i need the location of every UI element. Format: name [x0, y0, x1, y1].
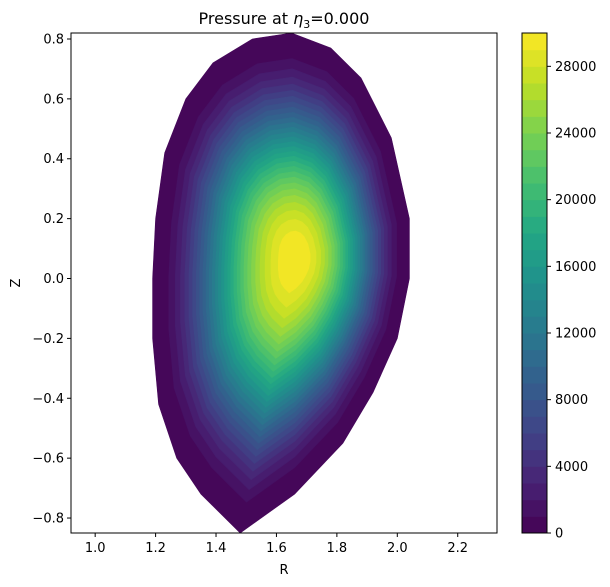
colorbar-swatch-29: [522, 33, 547, 51]
colorbar-swatch-27: [522, 66, 547, 84]
colorbar-tick-label: 16000: [555, 260, 596, 275]
y-tick-label: 0.6: [43, 92, 64, 107]
colorbar-swatch-21: [522, 166, 547, 184]
colorbar: [522, 33, 547, 534]
colorbar-frame: [521, 32, 548, 534]
colorbar-swatch-5: [522, 433, 547, 451]
colorbar-tick-label: 24000: [555, 127, 596, 142]
colorbar-swatch-7: [522, 399, 547, 417]
colorbar-swatch-22: [522, 149, 547, 167]
colorbar-tick-label: 20000: [555, 193, 596, 208]
colorbar-tick-label: 28000: [555, 60, 596, 75]
colorbar-swatch-4: [522, 449, 547, 467]
colorbar-swatch-28: [522, 49, 547, 67]
x-tick-label: 1.2: [145, 541, 166, 556]
x-axis-label: R: [279, 563, 288, 578]
colorbar-swatch-13: [522, 299, 547, 317]
colorbar-tick-label: 8000: [555, 393, 588, 408]
colorbar-swatch-20: [522, 183, 547, 201]
colorbar-swatch-8: [522, 383, 547, 401]
y-tick-label: 0.0: [43, 272, 64, 287]
colorbar-tick-label: 4000: [555, 460, 588, 475]
contour-plot-area: [152, 32, 410, 534]
x-tick-label: 1.4: [206, 541, 227, 556]
colorbar-swatch-11: [522, 333, 547, 351]
colorbar-ticks: 0 4000 8000 12000 16000 20000 24000 28000: [547, 60, 596, 542]
colorbar-swatch-10: [522, 349, 547, 367]
x-tick-label: 2.2: [447, 541, 468, 556]
plot-frame: [70, 32, 498, 534]
y-tick-label: 0.4: [43, 152, 64, 167]
colorbar-swatch-19: [522, 199, 547, 217]
y-tick-label: −0.4: [32, 392, 64, 407]
chart-title: Pressure at η3=0.000: [199, 9, 370, 31]
colorbar-swatch-9: [522, 366, 547, 384]
y-axis-label: Z: [9, 278, 24, 287]
colorbar-swatch-0: [522, 516, 547, 534]
colorbar-swatch-15: [522, 266, 547, 284]
y-tick-label: 0.2: [43, 212, 64, 227]
colorbar-swatch-17: [522, 233, 547, 251]
contour-band-29: [277, 230, 311, 294]
colorbar-swatch-14: [522, 283, 547, 301]
colorbar-swatch-2: [522, 483, 547, 501]
x-axis-ticks: 1.0 1.2 1.4 1.6 1.8 2.0 2.2: [85, 533, 468, 556]
colorbar-swatch-1: [522, 499, 547, 517]
colorbar-swatch-18: [522, 216, 547, 234]
colorbar-swatch-3: [522, 466, 547, 484]
y-tick-label: −0.8: [32, 512, 64, 527]
colorbar-swatch-12: [522, 316, 547, 334]
colorbar-tick-label: 0: [555, 527, 563, 542]
y-tick-label: −0.6: [32, 452, 64, 467]
colorbar-swatch-16: [522, 249, 547, 267]
x-tick-label: 1.0: [85, 541, 106, 556]
y-tick-label: −0.2: [32, 332, 64, 347]
colorbar-tick-label: 12000: [555, 327, 596, 342]
x-tick-label: 2.0: [387, 541, 408, 556]
colorbar-swatch-24: [522, 116, 547, 134]
colorbar-swatch-25: [522, 99, 547, 117]
colorbar-swatch-6: [522, 416, 547, 434]
x-tick-label: 1.8: [327, 541, 348, 556]
y-axis-ticks: −0.8 −0.6 −0.4 −0.2 0.0 0.2 0.4 0.6 0.8: [32, 32, 71, 527]
colorbar-swatch-26: [522, 83, 547, 101]
colorbar-swatch-23: [522, 133, 547, 151]
x-tick-label: 1.6: [266, 541, 287, 556]
y-tick-label: 0.8: [43, 32, 64, 47]
